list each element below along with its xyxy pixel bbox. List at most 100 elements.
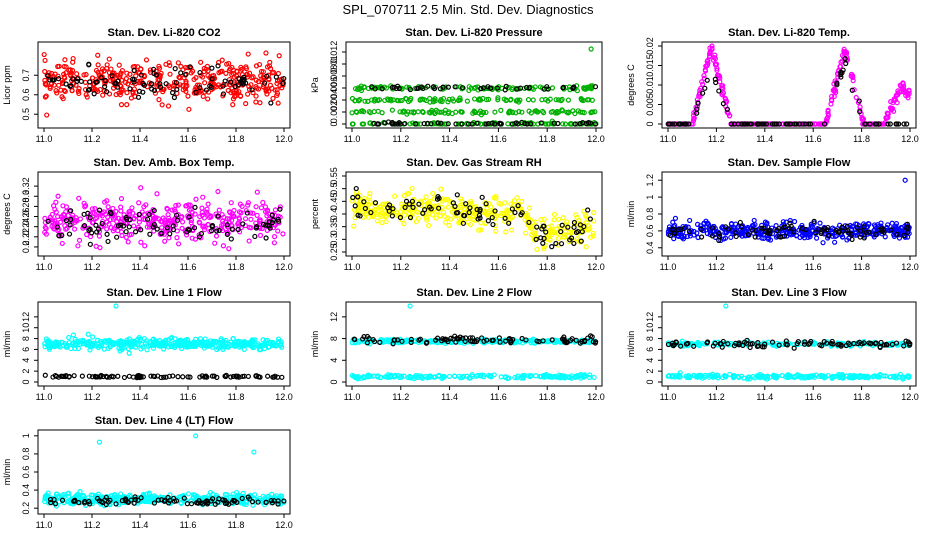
data-point (44, 112, 50, 118)
data-point (352, 336, 358, 343)
data-point (146, 211, 152, 218)
data-point (363, 211, 370, 217)
data-point (85, 331, 91, 337)
data-point (562, 121, 569, 127)
data-point (736, 374, 742, 381)
data-point (519, 335, 525, 342)
data-point (883, 373, 889, 379)
data-point (793, 233, 800, 239)
data-point (723, 230, 729, 236)
data-point (438, 120, 444, 126)
data-point (832, 239, 838, 245)
data-point (66, 231, 73, 237)
data-point (440, 209, 447, 215)
data-point (502, 87, 508, 93)
y-tick-label: 6 (21, 347, 31, 352)
data-point (476, 227, 482, 233)
y-axis-label: kPa (310, 77, 320, 93)
data-point (840, 375, 846, 381)
data-point (485, 218, 491, 224)
data-point (457, 97, 463, 103)
data-point (477, 215, 483, 221)
data-point (707, 45, 713, 51)
data-point (752, 234, 758, 240)
data-point (76, 195, 82, 201)
data-point (457, 334, 463, 340)
data-point (214, 228, 220, 234)
data-point (825, 107, 831, 113)
data-point (526, 108, 532, 114)
data-point (426, 373, 432, 380)
data-point (385, 339, 392, 345)
data-point (589, 334, 595, 340)
data-point (389, 107, 395, 113)
panel-title: Stan. Dev. Li-820 CO2 (108, 27, 221, 39)
data-point (548, 229, 554, 236)
y-tick-label: 4 (21, 358, 31, 363)
data-point (110, 205, 116, 212)
data-point (853, 94, 859, 101)
data-point (267, 225, 273, 231)
data-point (245, 200, 251, 206)
data-point (532, 227, 539, 233)
data-point (176, 74, 182, 80)
data-point (862, 121, 868, 127)
data-point (362, 205, 368, 212)
data-point (543, 229, 549, 235)
data-point (223, 337, 229, 343)
data-point (257, 100, 263, 106)
data-point (857, 228, 864, 234)
data-point (378, 374, 384, 380)
data-point (437, 86, 444, 92)
data-point (825, 372, 831, 379)
data-point (118, 89, 124, 95)
data-point (502, 200, 508, 206)
data-point (256, 61, 263, 68)
data-point (209, 76, 215, 82)
data-point (526, 205, 533, 211)
data-point (815, 121, 822, 127)
data-point (456, 220, 462, 226)
data-point (47, 77, 53, 83)
x-tick-label: 12.0 (901, 392, 919, 402)
data-point (274, 80, 280, 87)
data-point (275, 228, 281, 234)
data-point (152, 342, 158, 348)
data-point (126, 350, 132, 356)
data-point (389, 121, 396, 127)
data-point (857, 104, 863, 110)
data-point (68, 208, 74, 214)
data-point (856, 98, 862, 104)
data-point (227, 209, 233, 216)
data-point (588, 83, 594, 89)
data-point (86, 373, 92, 379)
data-point (880, 227, 887, 233)
data-point (487, 85, 493, 91)
data-point (872, 227, 878, 233)
data-point (514, 86, 520, 92)
plot-frame (345, 41, 603, 129)
data-point (709, 233, 716, 239)
data-point (696, 93, 702, 99)
data-point (197, 374, 203, 380)
data-point (717, 341, 723, 347)
data-point (157, 338, 163, 344)
data-point (219, 57, 225, 63)
data-point (271, 69, 277, 76)
data-point (177, 82, 183, 88)
y-tick-label: 2 (645, 369, 655, 374)
data-point (101, 346, 107, 352)
data-point (161, 342, 167, 348)
data-point (442, 107, 448, 113)
data-point (752, 221, 758, 228)
data-point (762, 219, 769, 225)
data-point (279, 374, 285, 380)
y-tick-label: 0.5 (329, 182, 339, 195)
data-point (364, 340, 370, 346)
data-point (388, 372, 394, 378)
data-point (498, 107, 504, 113)
data-point (366, 374, 372, 380)
data-point (497, 121, 504, 127)
data-point (519, 198, 525, 205)
chart-panel: Stan. Dev. Li-820 Temp.degrees C11.0 11.2… (626, 27, 919, 144)
